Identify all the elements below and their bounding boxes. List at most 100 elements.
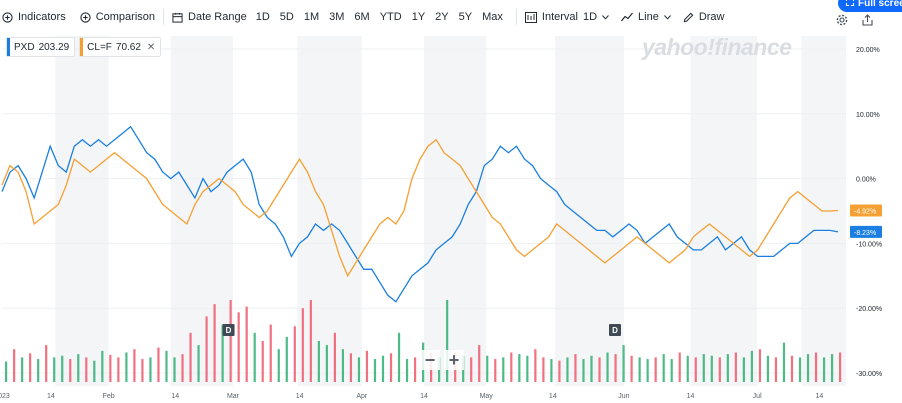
chip-value: 203.29	[38, 41, 70, 53]
volume-bar	[590, 355, 593, 382]
volume-bar	[301, 308, 304, 382]
range-1y-button[interactable]: 1Y	[411, 11, 426, 23]
comparison-button[interactable]: Comparison	[80, 11, 155, 23]
chart-corner-actions	[836, 14, 873, 29]
volume-bar	[277, 349, 280, 382]
x-tick-label: 14	[296, 393, 304, 400]
x-tick-label: May	[480, 393, 494, 400]
volume-bar	[285, 336, 288, 382]
plus-circle-icon	[80, 11, 91, 23]
volume-bar	[109, 354, 112, 382]
toolbar-divider	[163, 9, 165, 25]
volume-bar	[638, 357, 641, 382]
x-tick-label: Mar	[227, 393, 240, 400]
fullscreen-label: Full screen	[858, 0, 902, 9]
month-band	[690, 36, 758, 386]
range-1d-button[interactable]: 1D	[255, 11, 270, 23]
volume-bar	[822, 357, 826, 382]
interval-value: 1D	[582, 11, 598, 23]
x-tick-label: 2023	[0, 393, 10, 400]
dividend-badge: D	[222, 324, 235, 336]
volume-bar	[678, 352, 681, 382]
volume-bar	[197, 345, 200, 382]
dividend-badge-label: D	[226, 326, 232, 335]
volume-bar	[630, 355, 633, 382]
y-tick-label: -10.00%	[856, 241, 882, 248]
volume-bar	[606, 352, 609, 382]
indicators-button[interactable]: Indicators	[2, 11, 66, 23]
series-line-pxd	[1, 125, 839, 303]
volume-bar	[405, 359, 409, 382]
volume-bar	[566, 357, 569, 382]
x-tick-label: Apr	[356, 393, 368, 400]
range-1m-button[interactable]: 1M	[303, 11, 320, 23]
volume-bar	[341, 349, 345, 382]
volume-bar	[470, 357, 473, 382]
volume-bar	[814, 352, 818, 382]
volume-bar	[758, 349, 762, 382]
volume-bar	[333, 332, 336, 382]
settings-gear-icon[interactable]	[836, 14, 848, 29]
volume-bar	[53, 357, 56, 382]
y-tick-label: 10.00%	[856, 112, 880, 119]
fullscreen-button[interactable]: Full screen	[838, 0, 902, 12]
range-ytd-button[interactable]: YTD	[379, 11, 402, 23]
dividend-badge-bg	[609, 324, 622, 336]
volume-bar	[510, 352, 513, 382]
range-3m-button[interactable]: 3M	[329, 11, 345, 23]
date-range-button[interactable]: Date Range	[172, 11, 247, 23]
volume-bar	[686, 355, 689, 382]
range-button-group: 1D 5D 1M 3M 6M YTD 1Y 2Y 5Y Max	[251, 11, 508, 23]
last-value-tag-bg	[850, 225, 882, 238]
share-icon[interactable]	[862, 14, 873, 29]
last-value-tag-pxd: -8.23%	[850, 225, 882, 238]
volume-bar	[69, 359, 72, 382]
volume-bar	[622, 345, 625, 382]
volume-bar	[245, 306, 248, 382]
range-5y-button[interactable]: 5Y	[458, 11, 473, 23]
volume-bar	[5, 361, 8, 382]
volume-bar	[373, 359, 377, 382]
remove-comparison-close-icon[interactable]: ✕	[146, 41, 156, 53]
volume-bar	[614, 354, 617, 382]
x-axis: 2023 14 Feb 14 Mar 14 Apr 14 May 14 Jun 14 Jul 14	[0, 393, 823, 400]
volume-bar	[29, 353, 32, 382]
zoom-out-minus-icon[interactable]: −	[420, 350, 440, 370]
zoom-in-plus-icon[interactable]: +	[444, 350, 464, 370]
range-2y-button[interactable]: 2Y	[435, 11, 449, 23]
volume-bar	[558, 360, 561, 382]
plus-circle-icon	[2, 11, 13, 23]
last-value-tag-bg	[850, 204, 882, 217]
x-tick-label: 14	[815, 393, 823, 400]
chart-type-dropdown[interactable]: Line	[621, 11, 671, 23]
range-6m-button[interactable]: 6M	[354, 11, 370, 23]
calendar-icon	[172, 12, 183, 23]
symbol-chip-clf[interactable]: CL=F 70.62 ✕	[79, 37, 162, 57]
range-max-button[interactable]: Max	[482, 11, 503, 23]
chip-value: 70.62	[115, 41, 141, 53]
pencil-icon	[683, 12, 694, 23]
volume-bar	[726, 354, 729, 382]
y-tick-label: -20.00%	[856, 306, 882, 313]
volume-bar	[654, 357, 657, 382]
volume-bar	[518, 354, 521, 382]
x-tick-label: Feb	[103, 393, 115, 400]
volume-bar	[213, 304, 216, 382]
volume-bar	[309, 300, 312, 382]
volume-bar	[229, 300, 232, 382]
volume-bar	[85, 357, 88, 382]
volume-bar	[534, 349, 537, 382]
month-bands	[55, 36, 846, 386]
x-tick-label: 14	[687, 393, 695, 400]
yahoo-finance-watermark: yahoo!finance	[642, 34, 792, 60]
symbol-chip-pxd[interactable]: PXD 203.29	[6, 37, 76, 57]
interval-dropdown[interactable]: Interval 1D	[524, 11, 609, 23]
x-tick-label: 14	[171, 393, 179, 400]
draw-button[interactable]: Draw	[683, 11, 725, 23]
y-tick-label: -30.00%	[856, 371, 882, 378]
volume-bar	[77, 354, 80, 382]
volume-bar	[494, 359, 497, 382]
range-5d-button[interactable]: 5D	[279, 11, 294, 23]
volume-bar	[133, 349, 136, 382]
